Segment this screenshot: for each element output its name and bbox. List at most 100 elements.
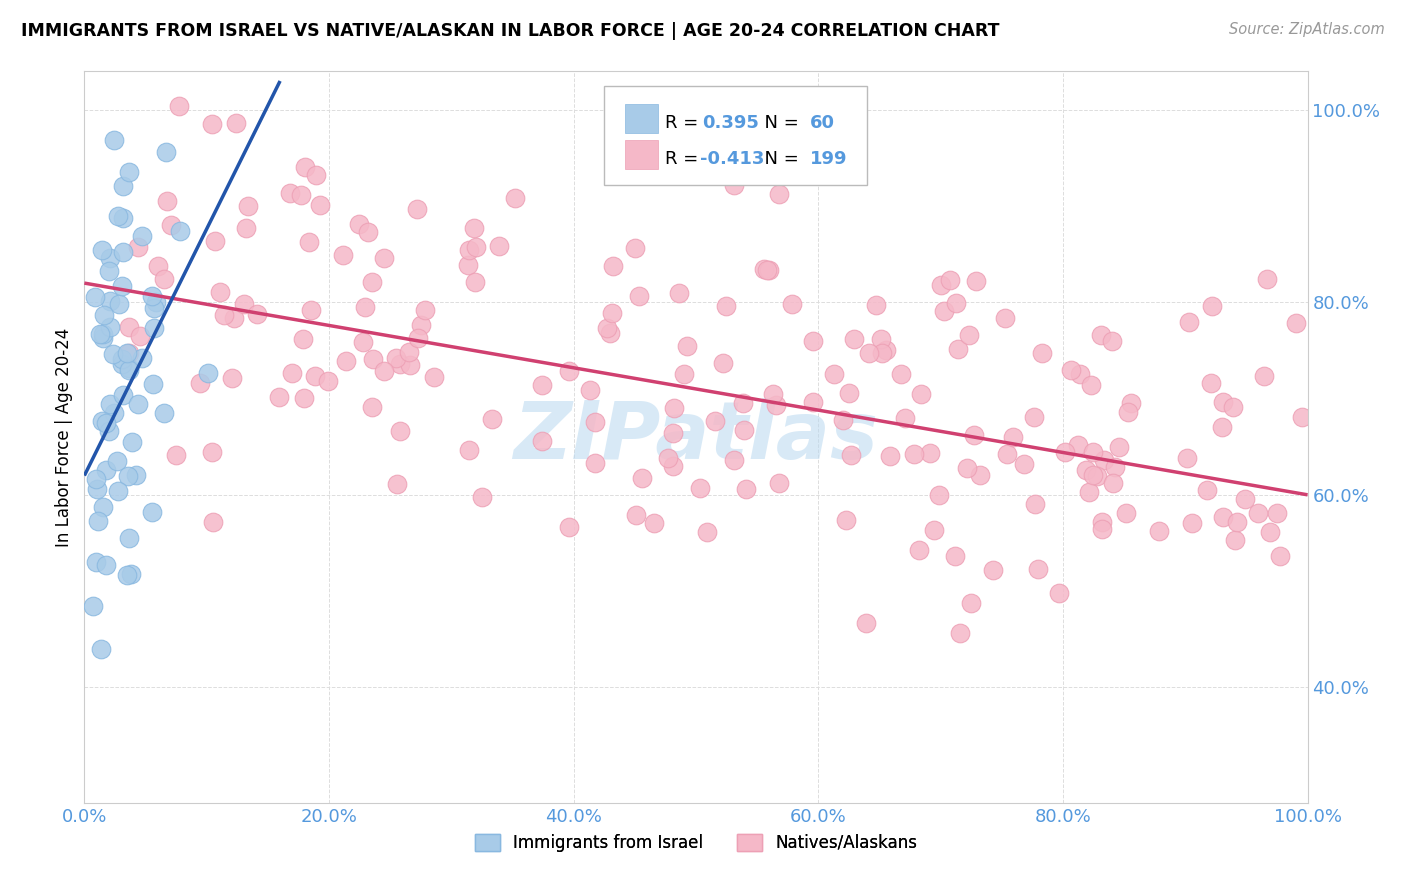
Point bbox=[188, 376, 211, 390]
Point bbox=[934, 304, 956, 318]
Point bbox=[120, 567, 142, 582]
Point bbox=[839, 448, 862, 462]
Point bbox=[457, 244, 479, 258]
Point bbox=[733, 396, 755, 410]
Point bbox=[118, 531, 141, 545]
Point bbox=[1247, 507, 1270, 521]
Point bbox=[624, 508, 647, 523]
Point bbox=[169, 224, 191, 238]
Point bbox=[673, 367, 696, 381]
Text: 0.395: 0.395 bbox=[702, 113, 759, 131]
Point bbox=[235, 221, 257, 235]
Point bbox=[98, 294, 121, 309]
Point bbox=[389, 424, 412, 438]
Point bbox=[201, 444, 224, 458]
Point bbox=[201, 117, 224, 131]
Point bbox=[1234, 491, 1257, 506]
Point bbox=[458, 443, 481, 458]
Point bbox=[801, 334, 824, 348]
Point bbox=[232, 297, 254, 311]
Point bbox=[463, 221, 485, 235]
Point bbox=[298, 235, 321, 249]
Point bbox=[823, 367, 845, 381]
Point bbox=[294, 160, 316, 174]
Point bbox=[97, 424, 120, 438]
Point bbox=[696, 524, 718, 539]
Point bbox=[903, 447, 925, 461]
Point bbox=[869, 332, 891, 346]
Point bbox=[423, 370, 446, 384]
Point bbox=[1078, 485, 1101, 500]
Point bbox=[1211, 420, 1233, 434]
Point bbox=[1054, 445, 1077, 459]
Point bbox=[121, 435, 143, 450]
Point bbox=[236, 199, 259, 213]
Point bbox=[141, 289, 163, 303]
Point bbox=[1212, 395, 1234, 409]
Point bbox=[965, 273, 987, 287]
Point bbox=[406, 331, 429, 345]
Point bbox=[142, 377, 165, 392]
Point bbox=[1285, 316, 1308, 330]
Point bbox=[939, 273, 962, 287]
Point bbox=[1265, 506, 1288, 520]
Point bbox=[1199, 376, 1222, 390]
Point bbox=[98, 251, 121, 265]
Point bbox=[225, 115, 247, 129]
Point bbox=[93, 500, 115, 514]
Point bbox=[1026, 562, 1049, 576]
Point bbox=[82, 599, 104, 614]
Point bbox=[531, 377, 554, 392]
Point bbox=[957, 327, 980, 342]
Text: R =: R = bbox=[665, 150, 704, 168]
Point bbox=[762, 386, 785, 401]
Point bbox=[765, 399, 787, 413]
Point bbox=[1031, 345, 1053, 359]
Point bbox=[664, 401, 686, 416]
Point bbox=[1291, 410, 1313, 425]
Point bbox=[758, 263, 780, 277]
Point bbox=[471, 490, 494, 504]
Point bbox=[599, 326, 621, 340]
Point bbox=[1081, 444, 1104, 458]
Point bbox=[1092, 453, 1115, 467]
Point bbox=[280, 186, 302, 201]
Point bbox=[602, 259, 624, 273]
Point bbox=[332, 248, 354, 262]
Point bbox=[347, 218, 370, 232]
Point bbox=[111, 178, 134, 193]
Point bbox=[155, 145, 177, 159]
Point bbox=[1012, 458, 1035, 472]
Point bbox=[398, 344, 420, 359]
Point bbox=[600, 306, 623, 320]
Point bbox=[1080, 378, 1102, 392]
Point bbox=[956, 461, 979, 475]
Point bbox=[1085, 468, 1108, 483]
Point bbox=[111, 211, 134, 226]
Point bbox=[949, 626, 972, 640]
Point bbox=[103, 406, 125, 420]
Point bbox=[89, 327, 111, 342]
Point bbox=[1074, 463, 1097, 477]
Point bbox=[388, 357, 411, 371]
Point bbox=[657, 450, 679, 465]
Point bbox=[481, 411, 503, 425]
Point bbox=[464, 275, 486, 289]
Text: Source: ZipAtlas.com: Source: ZipAtlas.com bbox=[1229, 22, 1385, 37]
Point bbox=[197, 366, 219, 380]
Point bbox=[96, 558, 118, 572]
Point bbox=[83, 290, 105, 304]
Point bbox=[922, 524, 945, 538]
Point bbox=[630, 471, 652, 485]
Point bbox=[1175, 450, 1198, 465]
Point bbox=[141, 505, 163, 519]
Point bbox=[1090, 327, 1112, 342]
Point bbox=[91, 331, 114, 345]
Point bbox=[723, 178, 745, 192]
Point bbox=[111, 351, 134, 366]
Point bbox=[305, 168, 328, 182]
Point bbox=[844, 332, 866, 346]
FancyBboxPatch shape bbox=[605, 86, 868, 185]
Point bbox=[756, 263, 779, 277]
Point bbox=[352, 334, 374, 349]
